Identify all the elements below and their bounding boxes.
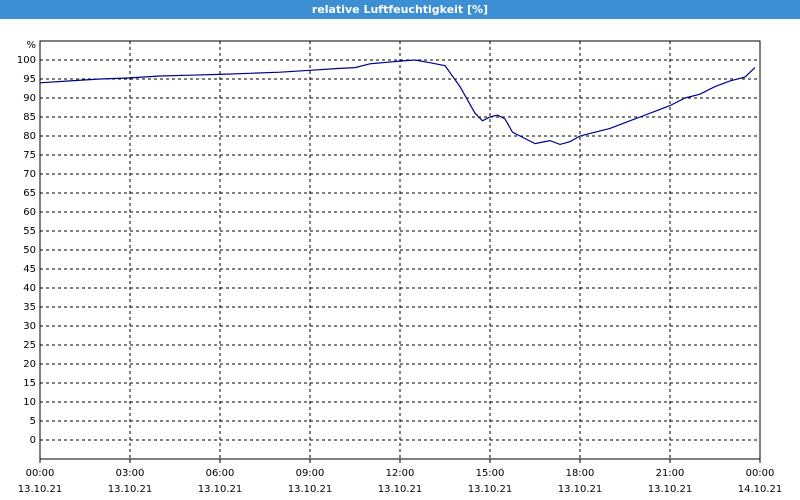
y-tick-label: 40 — [23, 283, 36, 294]
y-tick-label: 5 — [30, 416, 36, 427]
y-tick-label: 15 — [23, 378, 36, 389]
y-tick-label: 0 — [30, 435, 36, 446]
x-tick-label: 12:00 — [386, 468, 415, 479]
x-tick-label: 13.10.21 — [648, 484, 693, 495]
y-tick-label: 85 — [23, 112, 36, 123]
y-tick-label: 100 — [17, 55, 36, 66]
data-line — [39, 59, 756, 146]
x-tick-label: 00:00 — [746, 468, 775, 479]
x-tick-label: 13.10.21 — [198, 484, 243, 495]
y-tick-label: 65 — [23, 188, 36, 199]
y-tick-label: 10 — [23, 397, 36, 408]
y-tick-label: 55 — [23, 226, 36, 237]
x-tick-label: 09:00 — [296, 468, 325, 479]
y-tick-label: 95 — [23, 74, 36, 85]
x-tick-label: 14.10.21 — [738, 484, 783, 495]
x-tick-label: 13.10.21 — [288, 484, 333, 495]
x-tick-label: 03:00 — [116, 468, 145, 479]
y-tick-label: 75 — [23, 150, 36, 161]
y-tick-label: 45 — [23, 264, 36, 275]
x-tick-label: 13.10.21 — [18, 484, 63, 495]
x-tick-label: 06:00 — [206, 468, 235, 479]
y-tick-label: 60 — [23, 207, 36, 218]
y-tick-label: 25 — [23, 340, 36, 351]
y-tick-label: 50 — [23, 245, 36, 256]
x-tick-label: 21:00 — [656, 468, 685, 479]
chart: % 0 5 10 15 20 25 30 35 40 45 50 55 60 65 70 75 80 85 90 95 1… — [17, 40, 783, 495]
y-tick-label: 80 — [23, 131, 36, 142]
x-tick-label: 13.10.21 — [468, 484, 513, 495]
y-axis-label: % — [26, 40, 36, 51]
y-tick-label: 70 — [23, 169, 36, 180]
x-tick-label: 13.10.21 — [558, 484, 603, 495]
x-tick-label: 15:00 — [476, 468, 505, 479]
x-tick-label: 18:00 — [566, 468, 595, 479]
x-tick-label: 13.10.21 — [108, 484, 153, 495]
y-tick-label: 35 — [23, 302, 36, 313]
y-tick-label: 30 — [23, 321, 36, 332]
title-bar: relative Luftfeuchtigkeit [%] — [0, 0, 800, 19]
y-tick-label: 20 — [23, 359, 36, 370]
y-tick-label: 90 — [23, 93, 36, 104]
x-tick-label: 00:00 — [26, 468, 55, 479]
x-tick-label: 13.10.21 — [378, 484, 423, 495]
